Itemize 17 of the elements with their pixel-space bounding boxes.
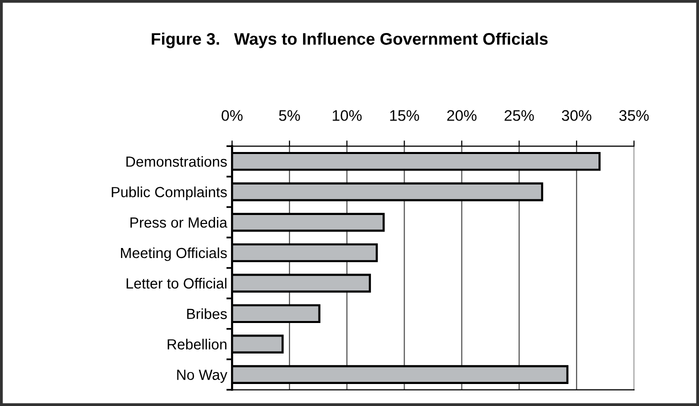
y-tick-label: Press or Media [130, 217, 228, 228]
y-tick-label: Demonstrations [126, 156, 227, 167]
chart-title: Figure 3. Ways to Influence Government Officials [152, 32, 548, 48]
x-tick-label: 0% [222, 110, 243, 121]
x-tick-label: 35% [619, 110, 649, 121]
x-tick-label: 5% [279, 110, 300, 121]
y-tick-label: No Way [177, 370, 228, 383]
y-tick-label: Bribes [187, 308, 227, 320]
x-tick-label: 25% [504, 110, 534, 121]
y-tick-label: Meeting Officials [121, 247, 227, 262]
x-tick-label: 10% [332, 110, 362, 121]
y-tick-label: Rebellion [168, 338, 226, 350]
x-tick-label: 30% [562, 110, 592, 121]
y-tick-label: Public Complaints [112, 186, 227, 200]
x-tick-label: 20% [447, 110, 476, 121]
y-tick-label: Letter to Official [126, 278, 226, 289]
x-tick-label: 15% [390, 110, 420, 121]
